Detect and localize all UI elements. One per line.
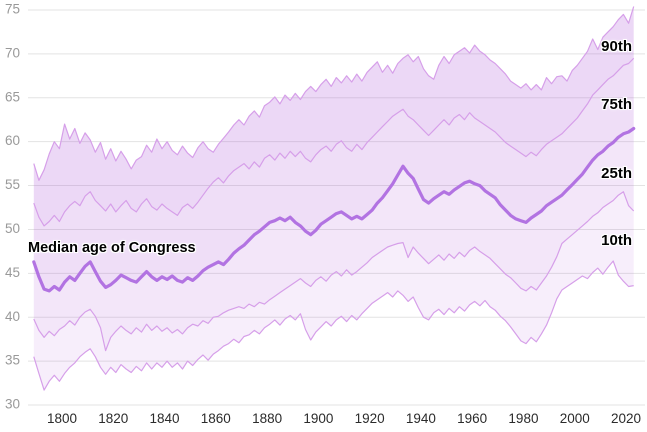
- percentile-label-90th: 90th: [601, 38, 632, 55]
- y-tick-label-40: 40: [5, 309, 20, 324]
- x-tick-label-1980: 1980: [508, 411, 538, 426]
- x-tick-label-2000: 2000: [560, 411, 590, 426]
- x-tick-label-2020: 2020: [611, 411, 641, 426]
- y-tick-label-60: 60: [5, 133, 20, 148]
- percentile-label-25th: 25th: [601, 165, 632, 182]
- median-series-label: Median age of Congress: [28, 240, 196, 256]
- y-tick-label-35: 35: [5, 353, 20, 368]
- x-tick-label-1860: 1860: [201, 411, 231, 426]
- line-median: [32, 126, 636, 293]
- line-75th: [33, 57, 635, 227]
- x-tick-label-1800: 1800: [47, 411, 77, 426]
- x-tick-label-1820: 1820: [98, 411, 128, 426]
- y-tick-label-30: 30: [5, 397, 20, 412]
- band-10-25: [33, 191, 634, 391]
- y-tick-label-45: 45: [5, 265, 20, 280]
- line-10th: [33, 260, 634, 391]
- x-tick-label-1840: 1840: [150, 411, 180, 426]
- percentile-label-75th: 75th: [601, 96, 632, 113]
- band-25-median: [33, 128, 634, 351]
- x-tick-label-1900: 1900: [303, 411, 333, 426]
- y-tick-label-55: 55: [5, 177, 20, 192]
- y-tick-label-70: 70: [5, 45, 20, 60]
- percentile-label-10th: 10th: [601, 232, 632, 249]
- x-tick-label-1880: 1880: [252, 411, 282, 426]
- line-25th: [33, 191, 635, 352]
- x-tick-label-1960: 1960: [457, 411, 487, 426]
- band-median-75: [33, 58, 634, 291]
- y-tick-label-65: 65: [5, 89, 20, 104]
- y-tick-label-50: 50: [5, 221, 20, 236]
- x-tick-label-1940: 1940: [406, 411, 436, 426]
- x-tick-label-1920: 1920: [355, 411, 385, 426]
- y-tick-label-75: 75: [5, 2, 20, 17]
- band-75-90: [33, 6, 634, 226]
- line-90th: [33, 6, 635, 181]
